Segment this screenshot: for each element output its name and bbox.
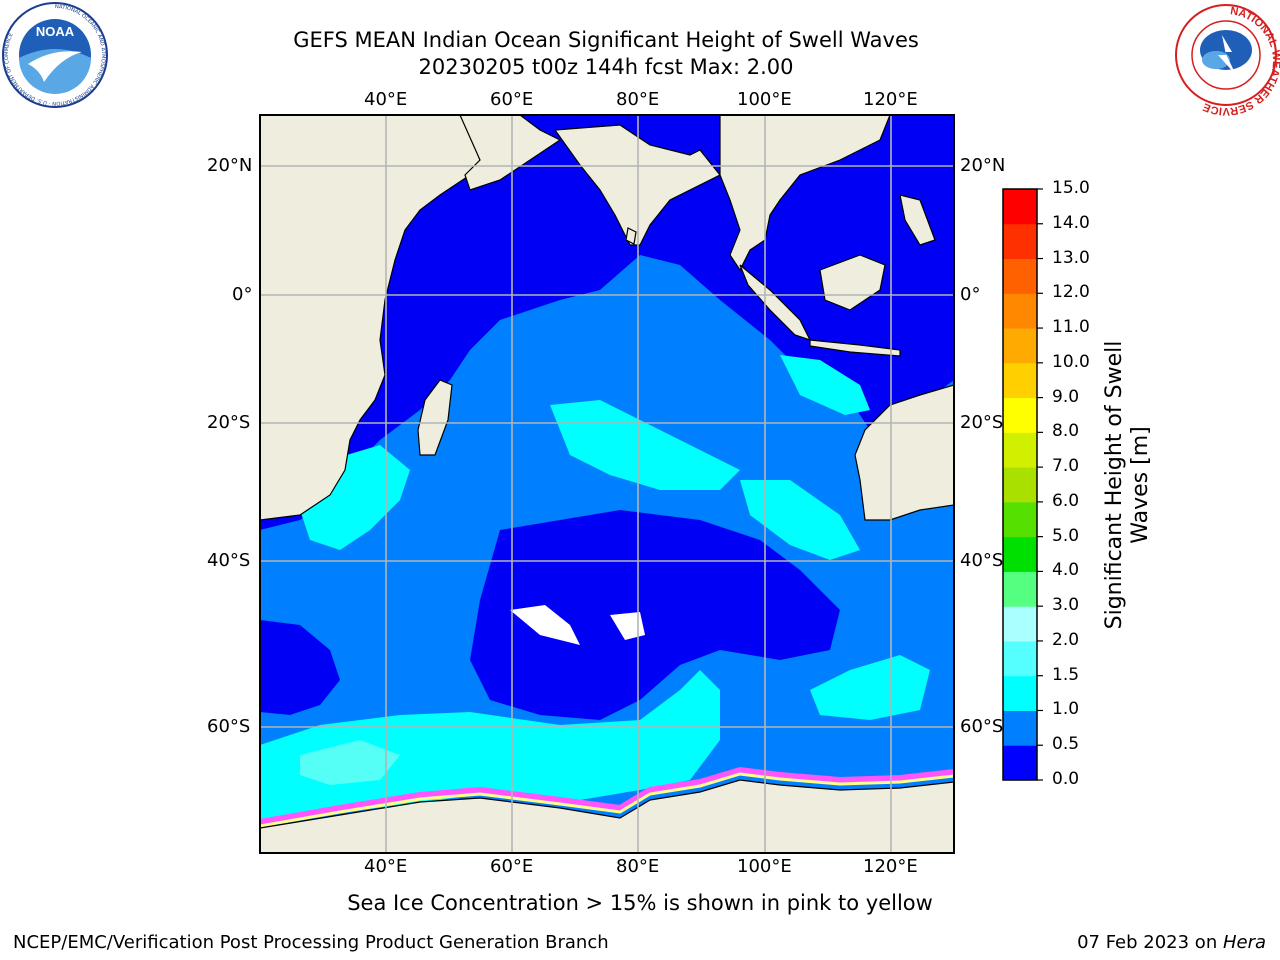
low-swell-north: [260, 115, 954, 530]
lon-label-top: 120°E: [863, 89, 918, 110]
colorbar-tick-label: 1.5: [1052, 664, 1080, 685]
lon-label-bottom: 60°E: [490, 856, 534, 877]
map-frame: [259, 114, 955, 854]
kerguelen-ice: [510, 605, 580, 645]
lat-label-right: 20°S: [960, 412, 1004, 433]
colorbar-swatch: [1003, 467, 1037, 503]
graticule: [260, 115, 954, 853]
colorbar-tick-label: 12.0: [1052, 282, 1090, 303]
lat-label-right: 0°: [960, 284, 981, 305]
footer-host: Hera: [1222, 932, 1266, 953]
colorbar-swatch: [1003, 223, 1037, 260]
colorbar-tick-label: 7.0: [1052, 456, 1080, 477]
lat-label-left: 20°N: [207, 155, 253, 176]
footer-credit: NCEP/EMC/Verification Post Processing Pr…: [13, 932, 609, 953]
colorbar-tick-label: 1.0: [1052, 699, 1080, 720]
lat-label-right: 20°N: [960, 155, 1006, 176]
low-swell-southwest: [260, 620, 340, 715]
colorbar-title-line1: Significant Height of Swell: [1102, 340, 1127, 630]
lon-label-top: 100°E: [737, 89, 792, 110]
colorbar-tick-label: 0.0: [1052, 769, 1080, 789]
colorbar-swatch: [1003, 432, 1037, 468]
colorbar-tick-label: 13.0: [1052, 247, 1090, 268]
lon-label-top: 40°E: [364, 89, 408, 110]
colorbar-tick-label: 5.0: [1052, 525, 1080, 546]
lon-label-bottom: 40°E: [364, 856, 408, 877]
lon-label-bottom: 80°E: [616, 856, 660, 877]
colorbar-tick-label: 4.0: [1052, 560, 1080, 581]
sea-ice-note: Sea Ice Concentration > 15% is shown in …: [347, 891, 933, 915]
swell-cyan-south: [260, 670, 720, 820]
lat-label-left: 0°: [232, 284, 253, 305]
colorbar-swatch: [1003, 189, 1037, 225]
sea-ice-edge-yellow: [260, 772, 954, 828]
swell-cyan-4: [780, 355, 870, 415]
colorbar-swatch: [1003, 745, 1037, 781]
sea-ice-edge: [260, 766, 954, 825]
land: [260, 115, 954, 853]
lat-label-left: 40°S: [207, 550, 251, 571]
noaa-logo-text: NOAA: [36, 24, 75, 39]
colorbar-swatch: [1003, 640, 1037, 677]
colorbar-swatch: [1003, 710, 1037, 746]
colorbar-tick-label: 2.0: [1052, 629, 1080, 650]
lat-label-right: 40°S: [960, 550, 1004, 571]
lon-label-top: 80°E: [616, 89, 660, 110]
colorbar-tick-label: 3.0: [1052, 595, 1080, 616]
chart-subtitle: 20230205 t00z 144h fcst Max: 2.00: [418, 55, 794, 79]
colorbar-tick-label: 11.0: [1052, 317, 1090, 338]
lat-label-right: 60°S: [960, 716, 1004, 737]
colorbar-swatch: [1003, 362, 1037, 399]
colorbar-swatch: [1003, 328, 1037, 364]
footer-date: 07 Feb 2023 on Hera: [1077, 932, 1266, 953]
colorbar-swatch: [1003, 606, 1037, 642]
nws-logo: NATIONAL WEATHER SERVICE: [1175, 4, 1280, 117]
chart-title: GEFS MEAN Indian Ocean Significant Heigh…: [293, 28, 919, 52]
kerguelen-ice-2: [610, 612, 645, 640]
swell-cyan-5: [810, 655, 930, 720]
colorbar-swatch: [1003, 293, 1037, 329]
map-area: [260, 115, 954, 853]
colorbar-swatch: [1003, 501, 1037, 538]
colorbar-tick-label: 10.0: [1052, 351, 1090, 372]
colorbar-tick-label: 6.0: [1052, 490, 1080, 511]
colorbar-tick-label: 9.0: [1052, 386, 1080, 407]
colorbar-tick-label: 0.5: [1052, 734, 1080, 755]
colorbar-tick-label: 8.0: [1052, 421, 1080, 442]
colorbar-swatch: [1003, 258, 1037, 294]
colorbar-title-line2: Waves [m]: [1128, 426, 1153, 544]
lon-label-bottom: 100°E: [737, 856, 792, 877]
lon-label-bottom: 120°E: [863, 856, 918, 877]
swell-cyan-3: [740, 480, 860, 560]
colorbar-tick-label: 15.0: [1052, 178, 1090, 198]
colorbar-swatch: [1003, 536, 1037, 572]
lat-label-left: 60°S: [207, 716, 251, 737]
colorbar-swatch: [1003, 675, 1037, 711]
colorbar-swatch: [1003, 571, 1037, 607]
lon-label-top: 60°E: [490, 89, 534, 110]
low-swell-south: [470, 510, 840, 720]
lat-label-left: 20°S: [207, 412, 251, 433]
colorbar-frame: [1002, 188, 1038, 781]
noaa-logo: NOAA NATIONAL OCEANIC AND ATMOSPHERIC AD…: [2, 2, 108, 108]
swell-lightcyan: [300, 740, 400, 785]
colorbar-tick-label: 14.0: [1052, 212, 1090, 233]
footer-date-text: 07 Feb 2023 on: [1077, 932, 1223, 953]
colorbar-swatch: [1003, 397, 1037, 433]
colorbar: [1003, 188, 1043, 781]
